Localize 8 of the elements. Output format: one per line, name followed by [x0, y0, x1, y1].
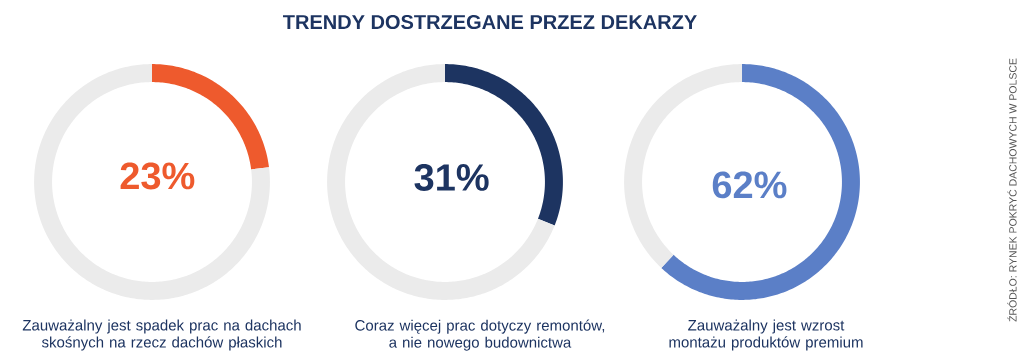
text: Zauważalny jest wzrost montażu produktów premium — [669, 319, 863, 351]
text: ŹRÓDŁO: RYNEK POKRYĆ DACHOWYCH W POLSCE — [1007, 58, 1017, 322]
chart-title: TRENDY DOSTRZEGANE PRZEZ DEKARZY — [282, 14, 697, 30]
data-label: 31% — [414, 164, 489, 191]
text: Zauważalny jest spadek prac na dachach skośnych na rzecz dachów płaskich — [22, 319, 301, 351]
text: Coraz więcej prac dotyczy remontów, a nie nowego budownictwa — [355, 319, 605, 351]
data-label: 62% — [712, 171, 787, 199]
data-label: 23% — [120, 162, 195, 190]
